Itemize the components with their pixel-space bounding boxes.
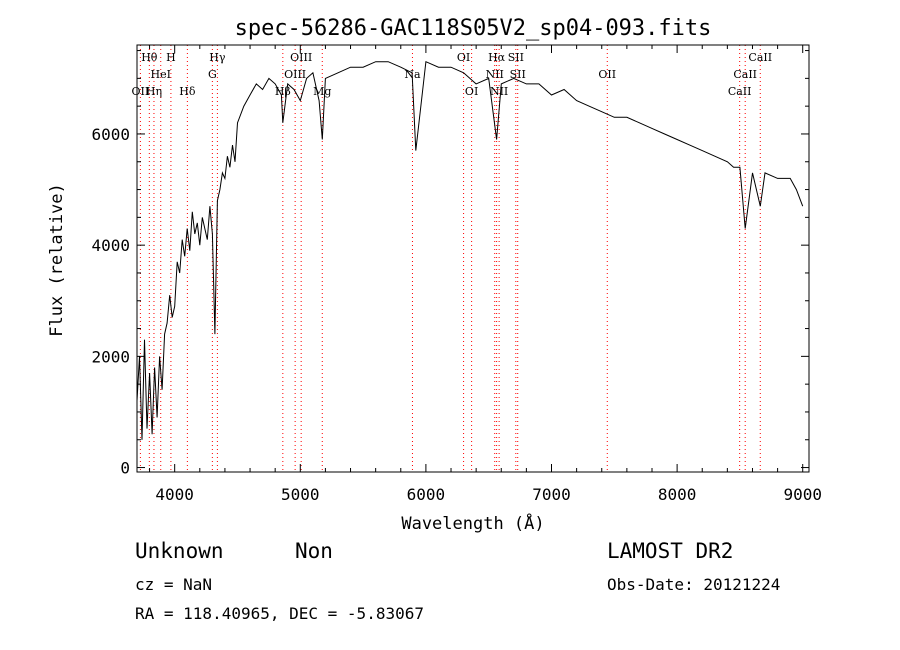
y-axis-label: Flux (relative) xyxy=(47,183,67,337)
line-label: CaII xyxy=(748,51,772,64)
emission-line-labels: OIIHθHηHeIHHδHγGHβOIIIOIIIMgNaOIOIHαNIIN… xyxy=(132,51,773,98)
object-subclass: Non xyxy=(295,539,333,563)
line-label: Hδ xyxy=(179,85,196,98)
redshift-cz: cz = NaN xyxy=(135,575,213,594)
line-label: Hγ xyxy=(209,51,226,64)
y-axis-ticks: 0 2000 4000 6000 xyxy=(91,50,809,478)
line-label: OI xyxy=(465,85,478,98)
line-label: Hθ xyxy=(141,51,158,64)
x-tick-label: 5000 xyxy=(281,485,320,504)
survey-name: LAMOST DR2 xyxy=(607,539,734,563)
line-label: Hη xyxy=(146,85,162,98)
y-tick-label: 6000 xyxy=(91,125,130,144)
x-axis-ticks: 4000 5000 6000 7000 8000 9000 xyxy=(149,45,822,504)
spectrum-line xyxy=(136,60,804,440)
x-tick-label: 8000 xyxy=(658,485,697,504)
y-tick-label: 0 xyxy=(120,459,130,478)
line-label: G xyxy=(208,68,217,81)
line-label: NII xyxy=(486,68,504,81)
observation-date: Obs-Date: 20121224 xyxy=(607,575,781,594)
x-tick-label: 6000 xyxy=(407,485,446,504)
line-label: CaII xyxy=(728,85,752,98)
chart-title: spec-56286-GAC118S05V2_sp04-093.fits xyxy=(235,16,712,41)
line-label: H xyxy=(166,51,176,64)
y-tick-label: 4000 xyxy=(91,236,130,255)
y-tick-label: 2000 xyxy=(91,347,130,366)
line-label: OIII xyxy=(290,51,312,64)
line-label: OII xyxy=(132,85,150,98)
line-label: OI xyxy=(457,51,470,64)
plot-frame xyxy=(136,44,810,473)
object-class: Unknown xyxy=(135,539,224,563)
line-label: NII xyxy=(490,85,508,98)
x-tick-label: 7000 xyxy=(532,485,571,504)
emission-line-markers xyxy=(139,45,761,472)
line-label: HeI xyxy=(151,68,171,81)
line-label: OII xyxy=(598,68,616,81)
line-label: SII xyxy=(510,68,526,81)
x-tick-label: 9000 xyxy=(783,485,822,504)
line-label: Hα xyxy=(488,51,506,64)
line-label: CaII xyxy=(733,68,757,81)
coordinates: RA = 118.40965, DEC = -5.83067 xyxy=(135,604,424,623)
line-label: OIII xyxy=(284,68,306,81)
x-tick-label: 4000 xyxy=(155,485,194,504)
x-axis-label: Wavelength (Å) xyxy=(401,512,544,534)
line-label: SII xyxy=(508,51,524,64)
